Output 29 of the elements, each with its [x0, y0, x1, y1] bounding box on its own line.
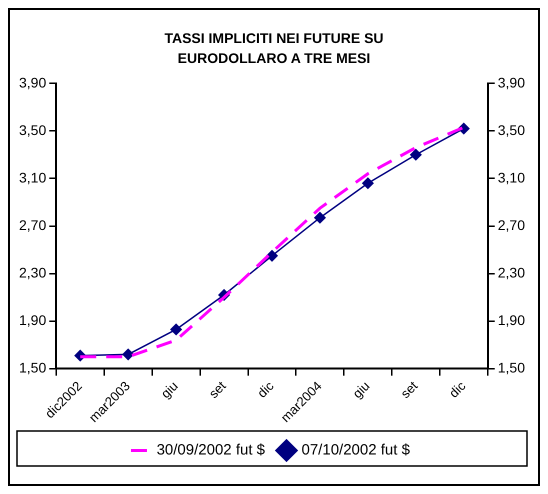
point: [266, 250, 278, 262]
chart-title: TASSI IMPLICITI NEI FUTURE SU EURODOLLARO A TRE MESI: [163, 29, 385, 68]
x-tick-label: dic: [446, 378, 469, 401]
y-tick-label: 3,90: [19, 74, 46, 90]
y2-tick-label: 1,50: [498, 360, 526, 376]
legend-label: 30/09/2002 fut $: [156, 442, 266, 459]
y-tick-label: 1,50: [19, 360, 46, 376]
y-tick-label: 2,30: [19, 264, 46, 280]
legend-label: 07/10/2002 fut $: [302, 442, 411, 459]
y-tick-label: 2,70: [19, 216, 46, 233]
point: [122, 348, 134, 360]
x-tick-label: giu: [158, 378, 181, 402]
y-tick-label: 3,10: [19, 169, 46, 186]
point: [170, 324, 182, 336]
y2-tick-label: 3,10: [498, 169, 526, 186]
x-tick-label: giu: [350, 378, 373, 402]
y2-tick-label: 1,90: [498, 312, 526, 328]
y-tick-label: 1,90: [19, 312, 46, 328]
y2-tick-label: 2,30: [498, 264, 526, 280]
point: [314, 212, 326, 224]
y2-tick-label: 3,50: [498, 122, 526, 138]
y-tick-label: 3,50: [19, 122, 46, 138]
point: [362, 178, 374, 189]
y2-tick-label: 3,90: [498, 74, 526, 90]
point: [410, 148, 422, 160]
x-tick-label: set: [206, 378, 229, 402]
x-tick-label: set: [398, 378, 421, 402]
x-tick-label: dic: [254, 378, 277, 401]
y2-tick-label: 2,70: [498, 216, 526, 233]
